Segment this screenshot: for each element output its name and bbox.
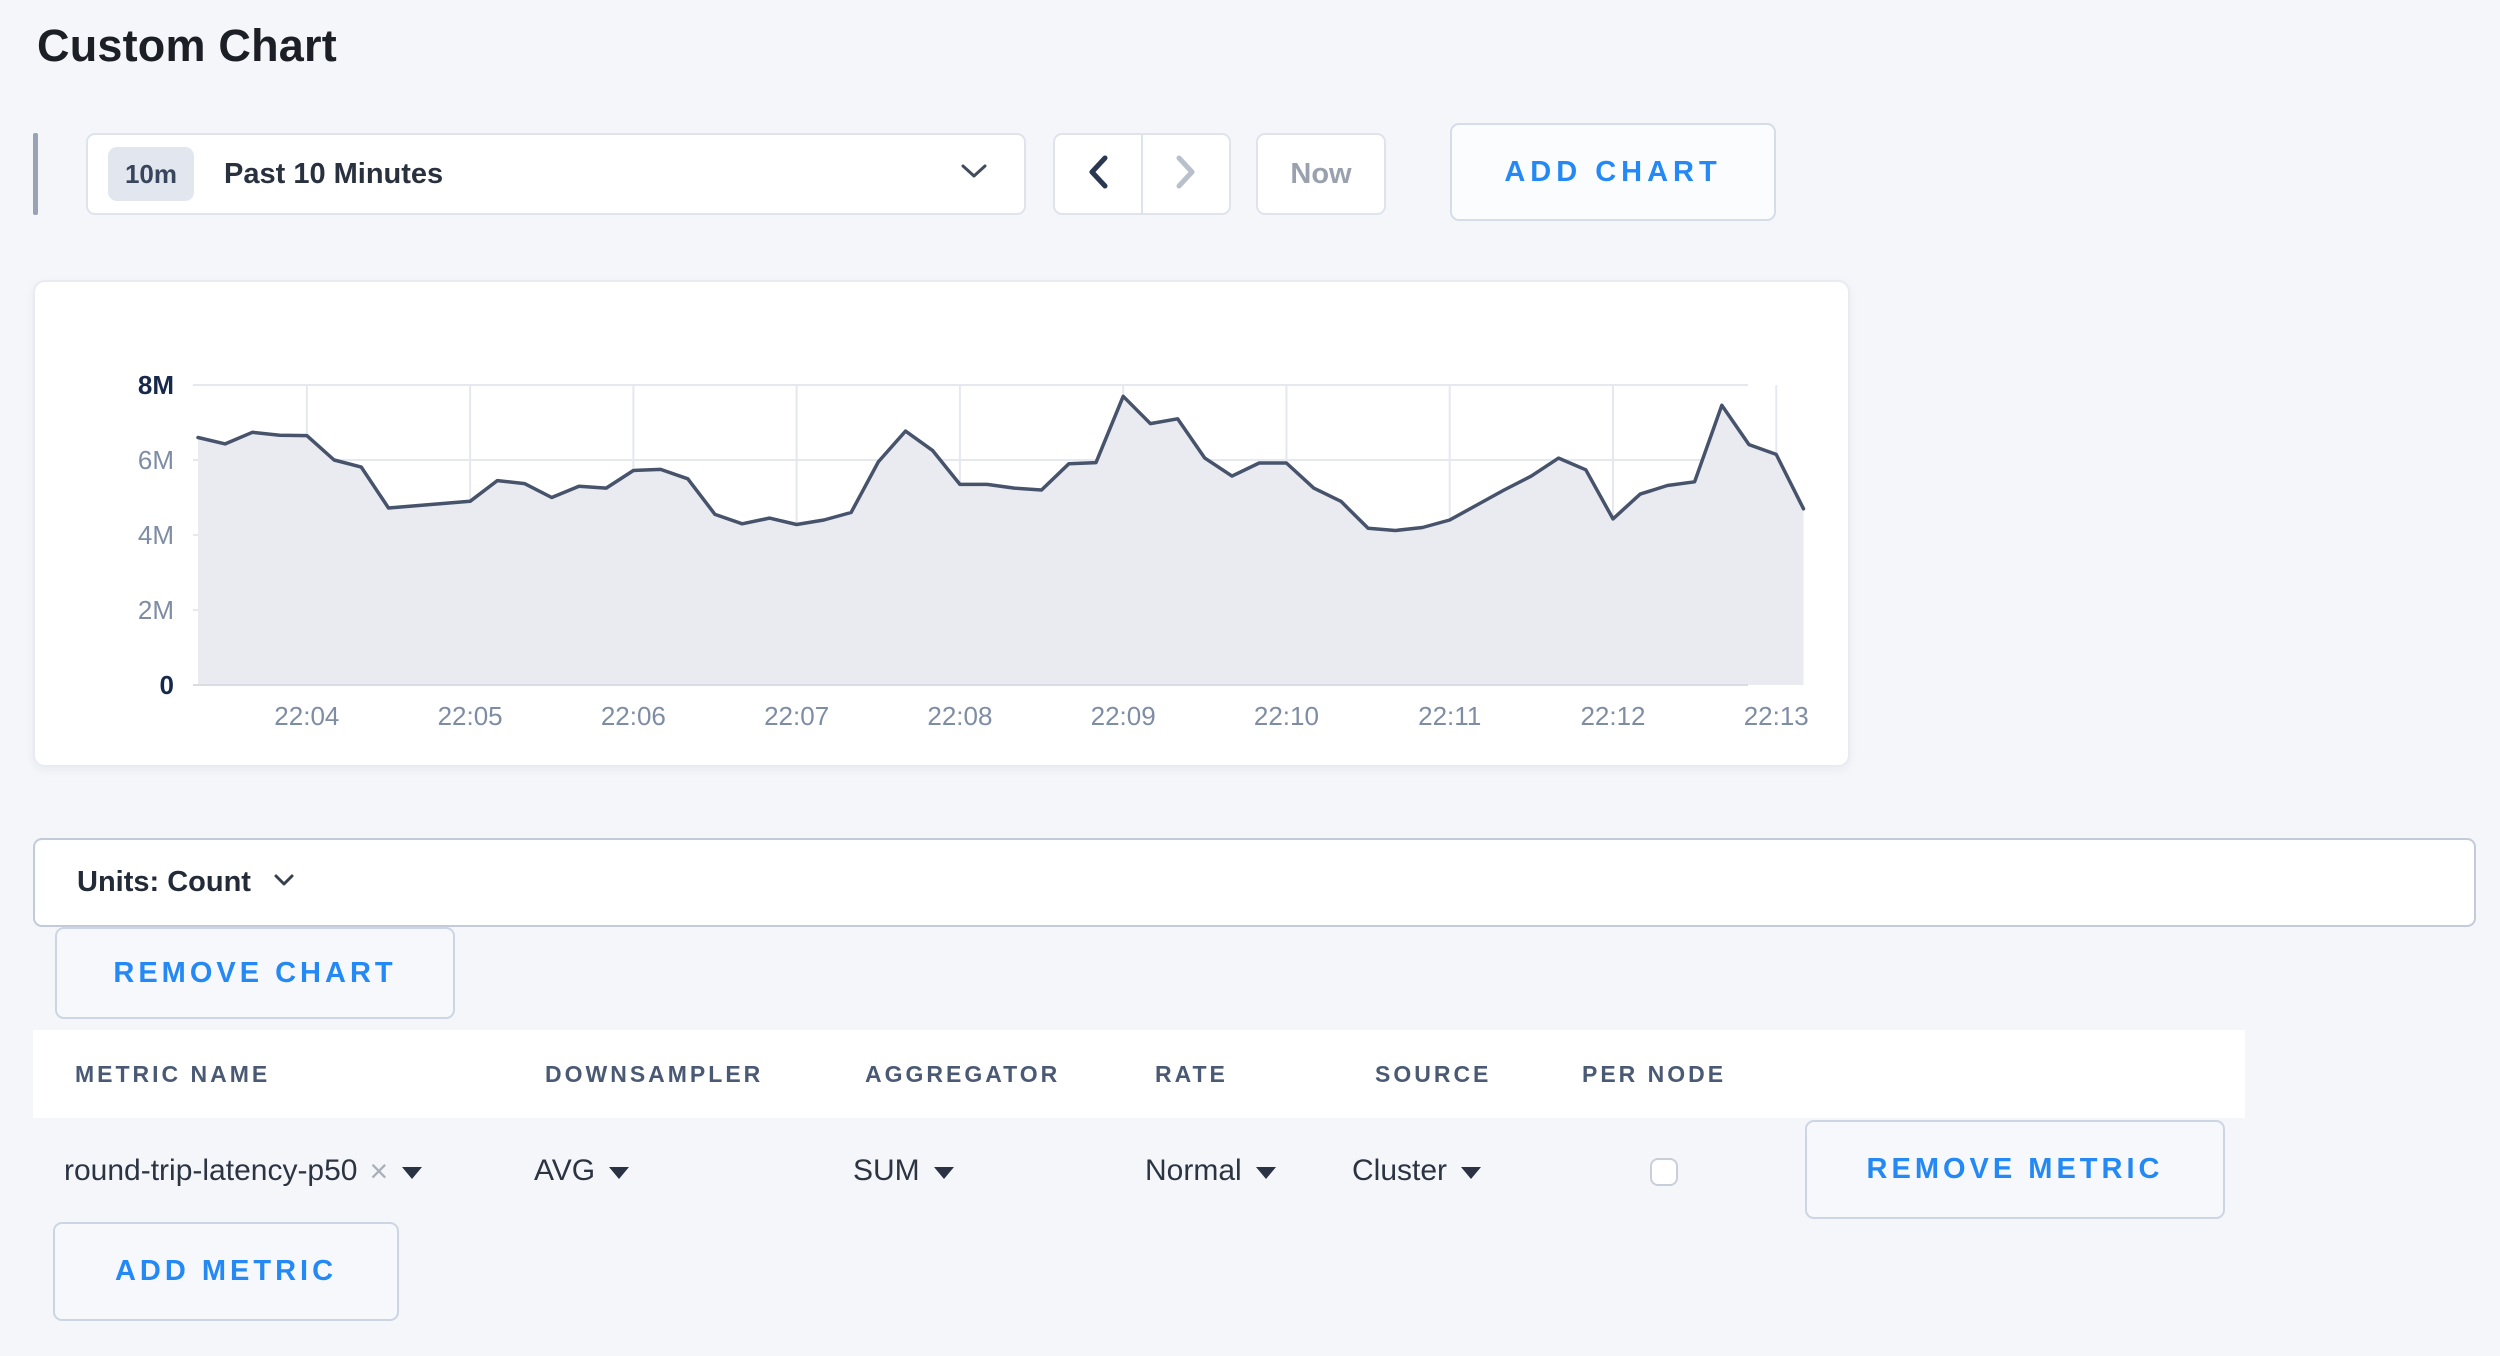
next-range-button[interactable] <box>1143 135 1229 213</box>
column-header-metric-name: METRIC NAME <box>75 1060 271 1087</box>
now-button[interactable]: Now <box>1256 133 1386 215</box>
source-value: Cluster <box>1352 1154 1448 1187</box>
remove-metric-button[interactable]: REMOVE METRIC <box>1805 1120 2225 1219</box>
chart-card: 0 2M 4M 6M 8M 22:04 22:05 22:06 22:07 22:08 22:09 2… <box>33 280 1850 767</box>
svg-text:22:07: 22:07 <box>764 701 829 731</box>
chevron-down-icon <box>960 163 988 185</box>
svg-text:22:13: 22:13 <box>1744 701 1809 731</box>
aggregator-dropdown[interactable]: SUM <box>853 1141 954 1201</box>
caret-down-icon <box>1461 1167 1482 1179</box>
metrics-table-header: METRIC NAME DOWNSAMPLER AGGREGATOR RATE … <box>33 1030 2245 1118</box>
downsampler-value: AVG <box>534 1154 596 1187</box>
svg-text:6M: 6M <box>138 445 174 475</box>
svg-text:22:11: 22:11 <box>1418 701 1481 731</box>
time-range-label: Past 10 Minutes <box>224 157 444 190</box>
chevron-down-icon <box>273 873 295 892</box>
time-range-badge: 10m <box>108 147 194 201</box>
column-header-per-node: PER NODE <box>1582 1060 1727 1087</box>
column-header-aggregator: AGGREGATOR <box>865 1060 1061 1087</box>
units-dropdown[interactable]: Units: Count <box>33 838 2476 927</box>
clear-metric-icon[interactable]: × <box>369 1152 389 1189</box>
svg-text:22:06: 22:06 <box>601 701 666 731</box>
svg-text:4M: 4M <box>138 520 174 550</box>
svg-text:22:04: 22:04 <box>274 701 339 731</box>
time-range-pager <box>1053 133 1231 215</box>
svg-text:0: 0 <box>160 670 174 700</box>
column-header-downsampler: DOWNSAMPLER <box>545 1060 764 1087</box>
per-node-checkbox[interactable] <box>1650 1158 1678 1186</box>
rate-dropdown[interactable]: Normal <box>1145 1141 1276 1201</box>
prev-range-button[interactable] <box>1055 135 1141 213</box>
rate-value: Normal <box>1145 1154 1242 1187</box>
chevron-left-icon <box>1087 155 1109 194</box>
downsampler-dropdown[interactable]: AVG <box>534 1141 630 1201</box>
caret-down-icon <box>1255 1167 1276 1179</box>
svg-text:22:12: 22:12 <box>1580 701 1645 731</box>
metric-name-dropdown[interactable]: round-trip-latency-p50 × <box>64 1141 423 1201</box>
chevron-right-icon <box>1175 155 1197 194</box>
metric-line-chart[interactable]: 0 2M 4M 6M 8M 22:04 22:05 22:06 22:07 22:08 22:09 2… <box>35 282 1848 765</box>
caret-down-icon <box>402 1167 423 1179</box>
time-range-dropdown[interactable]: 10m Past 10 Minutes <box>86 133 1026 215</box>
aggregator-value: SUM <box>853 1154 920 1187</box>
svg-text:22:05: 22:05 <box>438 701 503 731</box>
add-metric-button[interactable]: ADD METRIC <box>53 1222 399 1321</box>
add-chart-button[interactable]: ADD CHART <box>1450 123 1776 221</box>
column-header-source: SOURCE <box>1375 1060 1492 1087</box>
caret-down-icon <box>933 1167 954 1179</box>
pager-divider <box>1141 135 1143 213</box>
svg-text:22:09: 22:09 <box>1091 701 1156 731</box>
svg-text:22:10: 22:10 <box>1254 701 1319 731</box>
page-title: Custom Chart <box>37 20 337 71</box>
caret-down-icon <box>609 1167 630 1179</box>
svg-text:8M: 8M <box>138 370 174 400</box>
units-label: Units: Count <box>77 866 251 898</box>
svg-text:2M: 2M <box>138 595 174 625</box>
metric-name-value: round-trip-latency-p50 <box>64 1154 358 1187</box>
remove-chart-button[interactable]: REMOVE CHART <box>55 927 455 1019</box>
source-dropdown[interactable]: Cluster <box>1352 1141 1482 1201</box>
svg-text:22:08: 22:08 <box>927 701 992 731</box>
toolbar-accent-divider <box>33 133 38 215</box>
column-header-rate: RATE <box>1155 1060 1228 1087</box>
